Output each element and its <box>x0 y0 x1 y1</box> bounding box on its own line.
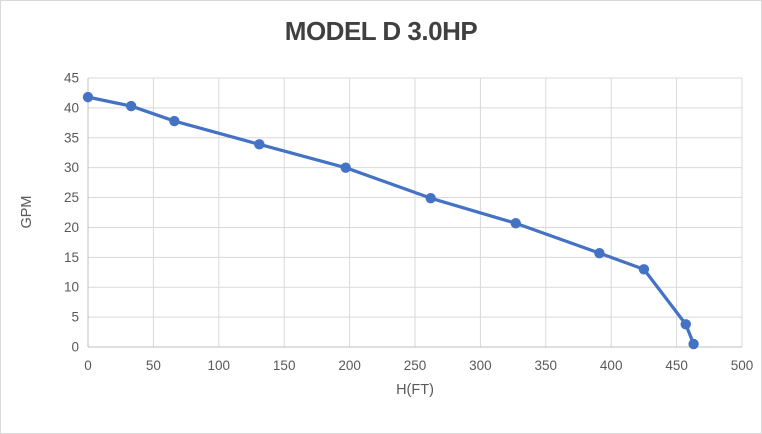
data-point-marker <box>125 100 137 112</box>
x-tick-label: 350 <box>535 358 558 373</box>
data-point-marker <box>340 162 351 173</box>
x-tick-label: 450 <box>665 358 688 373</box>
x-tick-label: 300 <box>469 358 492 373</box>
y-tick-label: 40 <box>64 100 79 115</box>
y-tick-label: 25 <box>64 190 79 205</box>
data-point-marker <box>425 192 436 204</box>
y-tick-label: 10 <box>64 280 79 295</box>
data-point-marker <box>638 264 650 275</box>
y-tick-label: 20 <box>64 220 79 235</box>
x-tick-label: 100 <box>208 358 231 373</box>
data-point-marker <box>594 247 605 259</box>
y-tick-label: 5 <box>71 310 79 325</box>
chart-title: MODEL D 3.0HP <box>284 16 478 46</box>
data-point-marker <box>254 139 265 150</box>
series-line <box>86 95 696 346</box>
y-tick-label: 45 <box>64 71 79 86</box>
x-tick-label: 0 <box>84 358 92 373</box>
x-tick-label: 400 <box>600 358 623 373</box>
data-point-marker <box>510 218 521 229</box>
y-tick-label: 15 <box>64 250 79 265</box>
data-point-marker <box>688 338 699 350</box>
x-tick-label: 150 <box>273 358 296 373</box>
x-axis-title: H(FT) <box>396 382 434 398</box>
y-tick-label: 30 <box>64 160 79 175</box>
x-tick-label: 250 <box>404 358 427 373</box>
x-tick-label: 50 <box>146 358 161 373</box>
data-point-marker <box>169 115 180 127</box>
y-tick-label: 0 <box>71 340 79 355</box>
y-tick-label: 35 <box>64 130 79 145</box>
x-tick-label: 200 <box>338 358 361 373</box>
y-axis-title: GPM <box>19 195 35 229</box>
data-point-marker <box>82 91 94 103</box>
x-tick-label: 500 <box>731 358 754 373</box>
data-point-marker <box>680 319 691 330</box>
